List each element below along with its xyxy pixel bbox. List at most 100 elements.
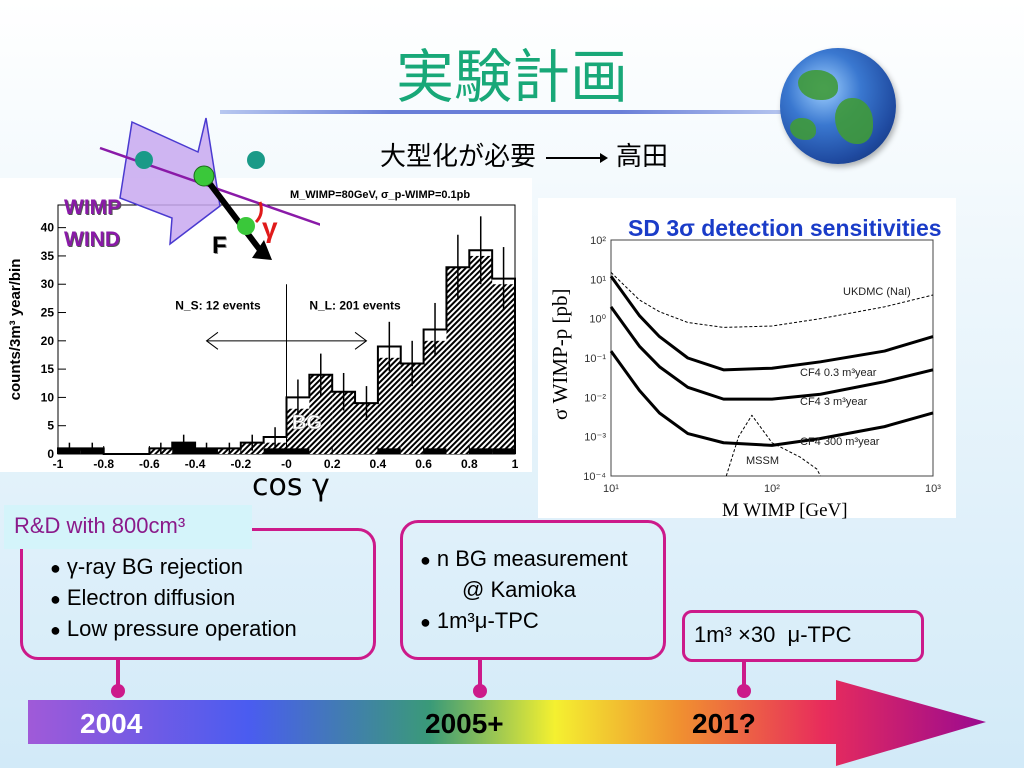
y-tick-label: 40 xyxy=(41,221,55,235)
series-label: CF4 3 m³year xyxy=(800,396,868,408)
y-tick-label: 10⁻⁴ xyxy=(583,471,606,483)
chart-title: M_WIMP=80GeV, σ_p-WIMP=0.1pb xyxy=(290,189,470,201)
y-axis-label: counts/3m³ year/bin xyxy=(7,259,24,401)
year-2004: 2004 xyxy=(80,708,143,739)
wimp-wind-label: WIMP WIND xyxy=(64,192,121,256)
timeline-arrow-shape xyxy=(28,680,986,766)
wimp-wind-diagram xyxy=(99,117,320,260)
black-bar xyxy=(377,448,401,454)
black-bar xyxy=(469,448,493,454)
series-line xyxy=(610,272,934,328)
x-tick-label: -0.6 xyxy=(139,457,160,471)
hatched-bar xyxy=(492,284,515,454)
particle-icon xyxy=(247,151,265,169)
series-label: CF4 0.3 m³year xyxy=(800,367,877,379)
x-tick-label: 10³ xyxy=(925,483,941,495)
black-bar xyxy=(286,448,310,454)
histogram-chart: -1 -0.8 -0.6 -0.4 -0.2 -0 0.2 0.4 0.6 0.8 10510152… xyxy=(7,189,519,471)
box-201x xyxy=(682,610,924,662)
y-tick-label: 5 xyxy=(47,419,54,433)
hatched-bar xyxy=(423,340,447,454)
box2-item: 1m³μ-TPC xyxy=(420,608,539,634)
timeline-dot xyxy=(473,684,487,698)
x-tick-label: 0.6 xyxy=(415,457,432,471)
subtitle-left: 大型化が必要 xyxy=(380,142,537,172)
x-tick-label: -0.8 xyxy=(93,457,114,471)
globe-icon xyxy=(780,48,896,164)
y-tick-label: 10⁻³ xyxy=(584,432,606,444)
subtitle-right: 高田 xyxy=(616,142,669,172)
x-tick-label: 0.2 xyxy=(324,457,341,471)
arrowheads-icon xyxy=(205,331,368,350)
nucleus-icon xyxy=(237,217,255,235)
box1-item: Electron diffusion xyxy=(50,585,235,611)
ns-annotation: N_S: 12 events xyxy=(175,299,261,313)
hatched-bar xyxy=(286,408,310,454)
black-bar xyxy=(263,448,287,454)
hatched-bar xyxy=(309,374,333,454)
angle-arc-icon xyxy=(254,201,263,224)
hatched-bar xyxy=(400,363,424,454)
series-line xyxy=(725,414,821,477)
black-bar xyxy=(423,448,447,454)
subtitle: 大型化が必要 高田 xyxy=(380,136,668,173)
connector xyxy=(742,660,746,688)
black-bar xyxy=(492,448,515,454)
wind-label: WIND xyxy=(64,228,120,251)
x-tick-label: -0 xyxy=(281,457,292,471)
series-label: CF4 300 m³year xyxy=(800,436,880,448)
sensitivity-chart: 10⁻⁴ 10⁻³ 10⁻² 10⁻¹ 10⁰ 10¹ 10² 10¹ 10² 10³ UKDMC … xyxy=(583,235,941,495)
sensitivity-xlabel: M WIMP [GeV] xyxy=(722,500,848,521)
x-tick-label: 10² xyxy=(764,483,780,495)
y-tick-label: 30 xyxy=(41,277,55,291)
gamma-label: γ xyxy=(262,212,278,243)
year-2005: 2005+ xyxy=(425,708,504,739)
y-tick-label: 10² xyxy=(590,235,606,247)
plot-frame xyxy=(610,239,934,477)
x-tick-label: 10¹ xyxy=(603,483,619,495)
sensitivity-ylabel: σ WIMP-p [pb] xyxy=(548,288,572,420)
title-underline xyxy=(220,110,790,114)
bg-label: BG xyxy=(292,412,323,435)
x-tick-label: -0.2 xyxy=(230,457,251,471)
y-tick-label: 10 xyxy=(41,390,55,404)
rd-label: R&D with 800cm³ xyxy=(4,505,252,549)
box1-item: γ-ray BG rejection xyxy=(50,554,243,580)
connector xyxy=(116,658,120,688)
arrow-right-icon xyxy=(546,152,609,163)
recoil-arrowhead-icon xyxy=(252,240,272,260)
y-tick-label: 0 xyxy=(47,447,54,461)
nl-annotation: N_L: 201 events xyxy=(309,299,401,313)
hatched-bar xyxy=(469,255,493,454)
box2-subitem: @ Kamioka xyxy=(462,577,577,602)
x-tick-label: 1 xyxy=(512,457,519,471)
y-tick-label: 20 xyxy=(41,334,55,348)
wimp-wind-arrow-icon xyxy=(119,117,221,246)
y-tick-label: 35 xyxy=(41,249,55,263)
series-line xyxy=(609,275,934,372)
year-201x: 201? xyxy=(692,708,756,739)
hatched-bar xyxy=(377,357,401,454)
sensitivity-title: SD 3σ detection sensitivities xyxy=(628,215,942,241)
hatched-bar xyxy=(446,267,470,454)
y-tick-label: 25 xyxy=(41,306,55,320)
x-tick-label: -0.4 xyxy=(185,457,206,471)
x-tick-label: 0.8 xyxy=(461,457,478,471)
sensitivity-panel: 10⁻⁴ 10⁻³ 10⁻² 10⁻¹ 10⁰ 10¹ 10² 10¹ 10² 10³ UKDMC … xyxy=(538,198,956,518)
connector xyxy=(478,658,482,688)
timeline-arrow xyxy=(28,680,986,766)
hatched-bar xyxy=(332,391,356,454)
slide-title: 実験計画 xyxy=(395,43,628,111)
x-tick-label: -1 xyxy=(53,457,64,471)
series-line xyxy=(609,305,934,401)
y-tick-label: 10⁰ xyxy=(589,314,606,326)
recoil-arrow-icon xyxy=(201,174,263,252)
series-label: UKDMC (NaI) xyxy=(843,286,911,298)
cos-gamma-label: cos γ xyxy=(252,468,330,503)
y-tick-label: 10¹ xyxy=(590,274,606,286)
y-tick-label: 15 xyxy=(41,362,55,376)
hatched-bar xyxy=(355,403,378,454)
nucleus-icon xyxy=(193,165,215,187)
x-tick-label: 0.4 xyxy=(370,457,387,471)
wimp-label: WIMP xyxy=(64,196,122,219)
